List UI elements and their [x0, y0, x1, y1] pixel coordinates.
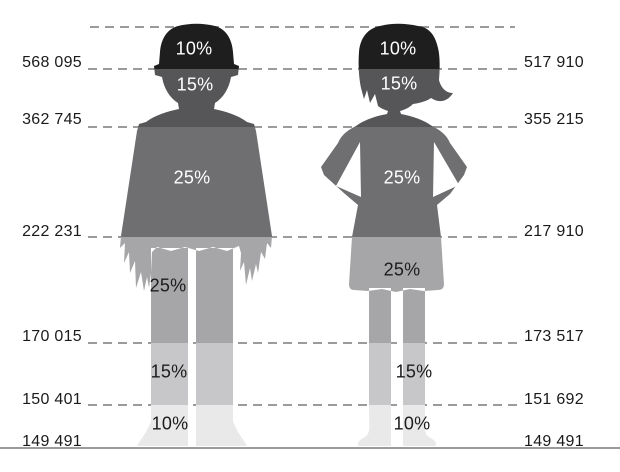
female-threshold-label: 355 215: [524, 111, 584, 128]
male-threshold-label: 150 401: [22, 391, 82, 408]
female-threshold-label: 151 692: [524, 391, 584, 408]
male-threshold-label: 149 491: [22, 433, 82, 450]
male-silhouette: [120, 23, 272, 446]
male-band-percent: 15%: [176, 74, 214, 95]
male-threshold-label: 170 015: [22, 328, 82, 345]
dashed-gridlines: [0, 26, 620, 449]
female-band-percent: 25%: [383, 167, 421, 188]
male-band-percent: 15%: [150, 361, 188, 382]
female-silhouette: [321, 23, 467, 446]
left-arm-gap: [336, 142, 361, 197]
male-threshold-label: 568 095: [22, 54, 82, 71]
female-band-percent: 10%: [393, 413, 431, 434]
female-threshold-label: 173 517: [524, 328, 584, 345]
female-band-percent: 15%: [395, 361, 433, 382]
female-band-percent: 15%: [380, 73, 418, 94]
male-band-percent: 10%: [175, 38, 213, 59]
female-threshold-label: 517 910: [524, 54, 584, 71]
female-band-percent: 25%: [383, 259, 421, 280]
male-band-percent: 10%: [151, 413, 189, 434]
right-arm-gap: [433, 142, 459, 197]
male-threshold-label: 222 231: [22, 223, 82, 240]
female-threshold-label: 217 910: [524, 223, 584, 240]
male-band-percent: 25%: [149, 275, 187, 296]
male-band-percent: 25%: [173, 167, 211, 188]
male-threshold-label: 362 745: [22, 111, 82, 128]
female-band-percent: 10%: [379, 38, 417, 59]
female-threshold-label: 149 491: [524, 433, 584, 450]
